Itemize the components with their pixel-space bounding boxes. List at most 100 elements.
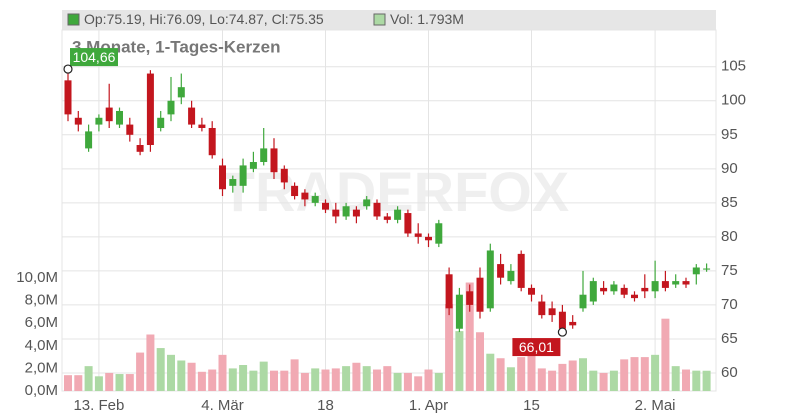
annotation-marker	[63, 64, 73, 74]
volume-bar	[94, 376, 103, 391]
volume-bar	[115, 374, 124, 391]
y-tick-label: 70	[721, 296, 738, 313]
volume-bar	[373, 369, 381, 391]
candle-body	[641, 287, 649, 292]
annotations: 104,66 66,01	[63, 48, 568, 357]
candle-body	[342, 206, 350, 217]
x-tick-label: 1. Apr	[409, 397, 448, 414]
volume-bar	[321, 369, 330, 391]
candle-body	[383, 216, 391, 220]
candle-body	[610, 284, 618, 292]
candle-body	[579, 294, 587, 309]
candle-body	[538, 301, 546, 316]
annotation-box	[512, 338, 561, 357]
annotation-label: 104,66	[73, 49, 116, 65]
y-tick-label: 65	[721, 330, 738, 347]
volume-bar	[527, 353, 536, 391]
volume-bar	[692, 370, 701, 391]
volume-bar	[548, 370, 557, 391]
volume-bar	[568, 360, 577, 391]
candle-body	[249, 162, 257, 169]
x-tick-label: 18	[317, 397, 334, 414]
candle-body	[394, 209, 402, 220]
y2-tick-label: 6,0M	[25, 314, 58, 331]
x-tick-label: 13. Feb	[73, 397, 124, 414]
volume-bar	[671, 366, 680, 391]
candle-body	[589, 281, 597, 302]
candle-body	[445, 274, 453, 309]
y2-tick-label: 10,0M	[16, 269, 58, 286]
candle-body	[332, 209, 340, 217]
volume-bar	[239, 365, 248, 391]
volume-bar	[156, 348, 165, 391]
candle-body	[167, 100, 175, 115]
x-tick-label: 4. Mär	[201, 397, 244, 414]
volume-bar	[270, 370, 278, 391]
candle-body	[476, 277, 484, 312]
grid: 60 65 70 75 80 85 90 95 100 105 0,0M 2,0M 4,0M 6,0M 8,…	[16, 29, 746, 414]
volume-bar	[403, 372, 412, 391]
volume-bar	[661, 318, 670, 391]
candle-body	[270, 148, 278, 173]
candle-body	[620, 287, 628, 295]
marks	[64, 69, 711, 391]
candle-body	[692, 267, 700, 275]
volume-bar	[465, 282, 474, 391]
candle-body	[569, 321, 577, 326]
candle-body	[136, 145, 144, 152]
candle-body	[651, 281, 659, 292]
volume-bar	[589, 370, 598, 391]
volume-bar	[620, 359, 629, 391]
candle-body	[322, 202, 329, 210]
candle-body	[466, 291, 474, 305]
volume-bar	[362, 366, 371, 391]
candle-body	[219, 165, 226, 190]
candle-body	[188, 107, 196, 125]
y-tick-label: 90	[721, 160, 738, 177]
candle-body	[301, 192, 309, 200]
candle-body	[600, 287, 608, 292]
volume-bar	[280, 370, 289, 391]
y-tick-label: 60	[721, 364, 738, 381]
annotation-marker	[557, 327, 568, 337]
volume-bar	[136, 352, 145, 391]
candle-body	[528, 287, 535, 295]
volume-bar	[177, 360, 186, 391]
candle-body	[703, 268, 711, 270]
volume-bar	[105, 372, 114, 391]
volume-bar	[259, 361, 268, 391]
volume-bar	[383, 366, 392, 391]
volume-bar	[445, 303, 454, 391]
candle-body	[208, 127, 216, 156]
volume-bar	[84, 366, 93, 391]
candle-body	[455, 294, 463, 329]
candle-body	[177, 87, 185, 98]
volume-bar	[74, 375, 83, 391]
volume-bar	[506, 367, 515, 391]
volume-bar	[311, 368, 320, 391]
volume-bar	[558, 363, 567, 391]
annotation-box	[70, 48, 118, 67]
volume-bar	[167, 354, 175, 391]
y-tick-label: 75	[721, 262, 738, 279]
volume-bar	[434, 372, 443, 391]
volume-text: Vol: 1.793M	[390, 11, 464, 27]
chart-title: 3 Monate, 1-Tages-Kerzen	[72, 37, 280, 56]
volume-bar	[290, 359, 299, 391]
volume-bar	[651, 354, 660, 391]
volume-bar	[218, 354, 227, 391]
volume-bar	[64, 375, 72, 391]
annotation-label: 66,01	[519, 339, 554, 355]
candle-body	[126, 124, 134, 135]
candle-body	[486, 250, 494, 309]
volume-bar	[393, 372, 402, 391]
x-tick-label: 2. Mai	[635, 397, 676, 414]
candle-body	[229, 179, 237, 186]
volume-bar	[537, 368, 546, 391]
volume-bar	[455, 331, 464, 391]
candle-body	[558, 311, 566, 329]
y2-tick-label: 0,0M	[25, 382, 58, 399]
volume-bar	[352, 362, 361, 391]
candle-body	[373, 202, 381, 217]
candle-body	[425, 236, 432, 241]
